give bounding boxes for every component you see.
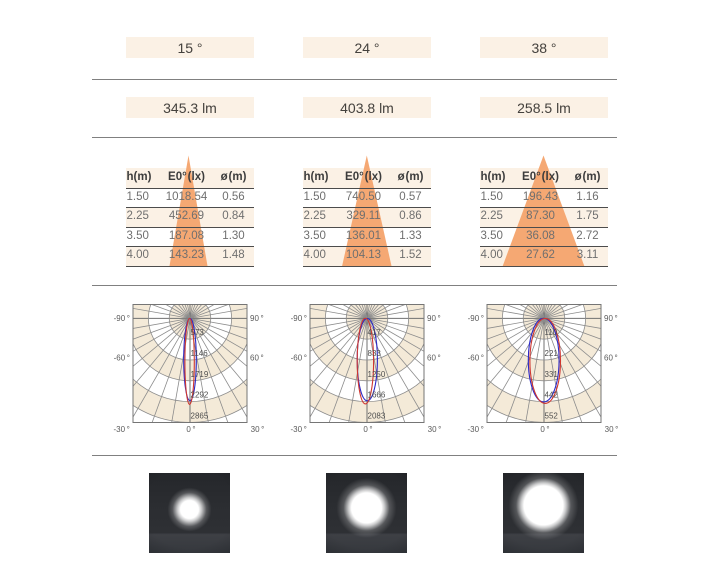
svg-text:1250: 1250 (368, 370, 386, 379)
svg-text:30 °: 30 ° (605, 425, 619, 434)
svg-text:552: 552 (545, 411, 559, 420)
svg-text:-60 °: -60 ° (291, 354, 307, 363)
svg-text:-90 °: -90 ° (468, 314, 484, 323)
svg-text:90 °: 90 ° (250, 314, 264, 323)
svg-text:-90 °: -90 ° (114, 314, 130, 323)
svg-text:1666: 1666 (368, 391, 386, 400)
svg-text:1146: 1146 (191, 349, 209, 358)
svg-text:30 °: 30 ° (428, 425, 442, 434)
svg-text:60 °: 60 ° (250, 354, 264, 363)
svg-text:442: 442 (545, 391, 559, 400)
svg-text:417: 417 (368, 328, 382, 337)
svg-text:331: 331 (545, 370, 559, 379)
svg-text:-30 °: -30 ° (291, 425, 307, 434)
svg-text:110: 110 (545, 328, 558, 337)
svg-text:90 °: 90 ° (604, 314, 618, 323)
svg-text:0 °: 0 ° (186, 425, 195, 434)
svg-text:221: 221 (545, 349, 559, 358)
svg-text:2865: 2865 (191, 411, 209, 420)
svg-text:60 °: 60 ° (427, 354, 441, 363)
svg-text:-60 °: -60 ° (114, 354, 130, 363)
svg-text:-60 °: -60 ° (468, 354, 484, 363)
svg-text:-90 °: -90 ° (291, 314, 307, 323)
svg-text:833: 833 (368, 349, 382, 358)
svg-text:0 °: 0 ° (363, 425, 372, 434)
svg-text:2083: 2083 (368, 411, 386, 420)
svg-text:0 °: 0 ° (540, 425, 549, 434)
svg-text:-30 °: -30 ° (114, 425, 130, 434)
svg-text:2292: 2292 (191, 391, 209, 400)
svg-text:-30 °: -30 ° (468, 425, 484, 434)
svg-text:60 °: 60 ° (604, 354, 618, 363)
svg-text:573: 573 (191, 328, 205, 337)
svg-text:30 °: 30 ° (251, 425, 265, 434)
svg-text:1719: 1719 (191, 370, 209, 379)
svg-text:90 °: 90 ° (427, 314, 441, 323)
